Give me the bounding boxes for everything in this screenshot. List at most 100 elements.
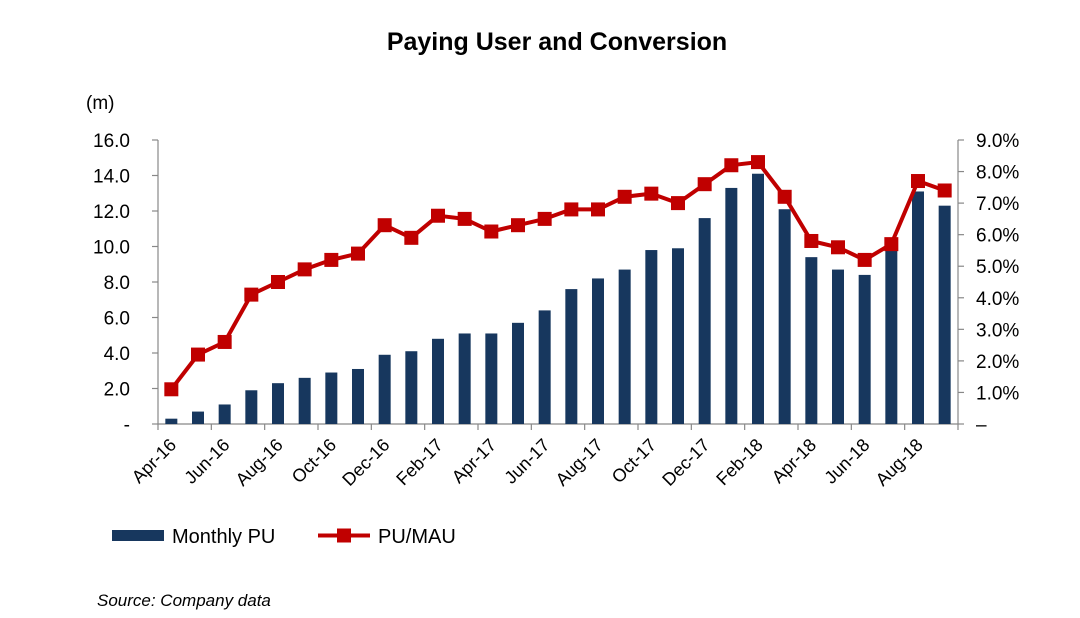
right-tick-label: 5.0%	[976, 257, 1019, 278]
right-tick-label: 8.0%	[976, 163, 1019, 184]
bar-monthly-pu	[698, 218, 711, 424]
bar-monthly-pu	[832, 269, 844, 424]
marker-pu-mau	[937, 183, 952, 198]
x-tick-label: Feb-17	[392, 435, 446, 489]
x-tick-label: Dec-16	[338, 435, 393, 490]
bar-series-monthly-pu	[165, 173, 951, 424]
bar-monthly-pu	[352, 368, 364, 424]
marker-pu-mau	[777, 189, 792, 204]
marker-pu-mau	[564, 202, 579, 217]
x-tick-label: Apr-16	[128, 435, 180, 487]
x-tick-label: Jun-18	[820, 435, 873, 488]
source-note: Source: Company data	[97, 591, 271, 610]
marker-pu-mau	[724, 158, 739, 173]
bar-monthly-pu	[325, 372, 338, 424]
marker-pu-mau	[324, 252, 339, 267]
marker-pu-mau	[244, 287, 259, 302]
bar-monthly-pu	[245, 390, 258, 424]
right-tick-label: 3.0%	[976, 320, 1019, 341]
marker-pu-mau	[297, 262, 312, 277]
right-tick-label: 7.0%	[976, 194, 1019, 215]
bar-monthly-pu	[938, 205, 951, 424]
left-tick-label: -	[124, 415, 130, 436]
marker-pu-mau	[751, 155, 765, 170]
bar-monthly-pu	[565, 289, 578, 424]
x-tick-label: Apr-17	[448, 435, 500, 487]
left-tick-label: 6.0	[104, 309, 130, 330]
bar-monthly-pu	[858, 274, 871, 424]
bar-monthly-pu	[485, 333, 498, 424]
legend-label-monthly-pu: Monthly PU	[172, 526, 275, 548]
x-tick-label: Aug-17	[552, 435, 607, 490]
left-tick-label: 4.0	[104, 344, 130, 365]
bar-monthly-pu	[778, 209, 791, 424]
marker-pu-mau	[164, 382, 179, 397]
marker-pu-mau	[804, 233, 819, 248]
legend: Monthly PU PU/MAU	[112, 526, 456, 548]
bar-monthly-pu	[378, 354, 391, 424]
bar-monthly-pu	[885, 250, 898, 424]
legend-label-pu-mau: PU/MAU	[378, 526, 456, 548]
bar-monthly-pu	[672, 248, 684, 424]
x-tick-label: Jun-16	[180, 435, 233, 488]
bar-monthly-pu	[805, 257, 818, 424]
marker-pu-mau	[857, 252, 872, 267]
bar-monthly-pu	[538, 310, 551, 424]
bar-monthly-pu	[752, 173, 764, 424]
line-markers-pu-mau	[164, 155, 952, 397]
left-tick-label: 8.0	[104, 273, 130, 294]
bar-monthly-pu	[405, 351, 418, 424]
marker-pu-mau	[697, 177, 712, 192]
x-tick-label: Aug-16	[232, 435, 287, 490]
marker-pu-mau	[831, 240, 845, 255]
bar-monthly-pu	[618, 269, 631, 424]
right-tick-label: 4.0%	[976, 289, 1019, 310]
right-tick-label: 2.0%	[976, 352, 1019, 373]
bar-monthly-pu	[298, 377, 311, 424]
left-axis-unit: (m)	[86, 93, 114, 114]
marker-pu-mau	[351, 246, 365, 261]
marker-pu-mau	[377, 218, 392, 233]
marker-pu-mau	[537, 211, 552, 226]
marker-pu-mau	[457, 211, 472, 226]
marker-pu-mau	[191, 347, 205, 362]
right-tick-label: 9.0%	[976, 131, 1019, 152]
bar-monthly-pu	[458, 333, 471, 424]
x-tick-label: Oct-16	[288, 435, 340, 487]
x-tick-label: Feb-18	[712, 435, 766, 489]
bar-monthly-pu	[592, 278, 604, 424]
bar-monthly-pu	[432, 338, 444, 424]
marker-pu-mau	[484, 224, 499, 239]
left-axis-ticks: - 2.0 4.0 6.0 8.0 10.0 12.0 14.0 16.0	[93, 131, 158, 436]
x-tick-label: Dec-17	[658, 435, 713, 490]
marker-pu-mau	[644, 186, 659, 201]
line-series-pu-mau	[169, 160, 946, 391]
bar-monthly-pu	[725, 187, 738, 424]
chart-title: Paying User and Conversion	[387, 28, 727, 56]
bar-monthly-pu	[272, 383, 284, 424]
marker-pu-mau	[671, 196, 685, 211]
legend-marker-pu-mau	[337, 528, 351, 543]
left-tick-label: 16.0	[93, 131, 130, 152]
left-tick-label: 2.0	[104, 380, 130, 401]
marker-pu-mau	[511, 218, 525, 233]
marker-pu-mau	[884, 237, 899, 252]
legend-swatch-monthly-pu	[112, 530, 164, 541]
marker-pu-mau	[617, 189, 632, 204]
plot-area: - 2.0 4.0 6.0 8.0 10.0 12.0 14.0 16.0 – 1.0% 2.0% 3…	[93, 131, 1019, 490]
marker-pu-mau	[404, 230, 419, 245]
x-tick-label: Jun-17	[500, 435, 553, 488]
bar-monthly-pu	[218, 404, 231, 424]
bar-monthly-pu	[645, 250, 658, 424]
right-axis-ticks: – 1.0% 2.0% 3.0% 4.0% 5.0% 6.0% 7.0% 8.0% 9.0%	[958, 131, 1019, 436]
x-tick-label: Oct-17	[608, 435, 660, 487]
x-tick-label: Aug-18	[872, 435, 927, 490]
right-tick-label: –	[976, 415, 987, 436]
bar-monthly-pu	[512, 322, 524, 424]
marker-pu-mau	[217, 334, 232, 349]
right-tick-label: 6.0%	[976, 226, 1019, 247]
marker-pu-mau	[431, 208, 445, 223]
marker-pu-mau	[271, 275, 285, 289]
